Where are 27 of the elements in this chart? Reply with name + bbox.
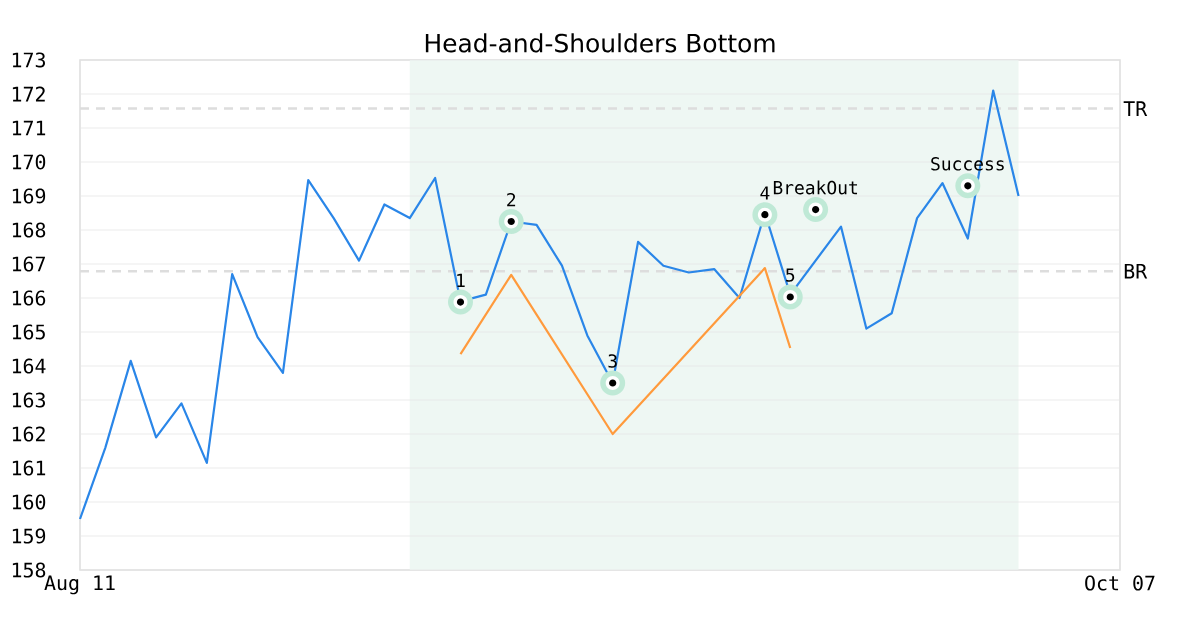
x-tick-label: Aug 11 — [44, 575, 115, 595]
annotation: 2 — [507, 192, 516, 207]
y-tick-label: 168 — [12, 222, 46, 238]
y-tick-label: 163 — [12, 392, 45, 408]
y-tick-label: 161 — [12, 460, 46, 476]
y-tick-label: 169 — [12, 188, 46, 204]
ref-line-label: TR — [1123, 101, 1148, 116]
y-tick-label: 164 — [12, 358, 46, 374]
annotation: 5 — [786, 268, 795, 282]
y-tick-label: 165 — [12, 324, 45, 340]
ref-line-label: BR — [1124, 263, 1148, 279]
y-tick-label: 173 — [12, 52, 45, 68]
annotation: 4 — [760, 186, 770, 200]
y-tick-label: 167 — [12, 256, 45, 272]
line-series — [78, 89, 1020, 521]
y-tick-label: 171 — [12, 120, 46, 136]
y-tick-label: 159 — [12, 528, 46, 544]
x-tick-label: Oct 07 — [1085, 575, 1155, 591]
y-tick-label: 158 — [12, 562, 46, 578]
annotation: 1 — [457, 273, 465, 287]
y-tick-label: 162 — [12, 426, 45, 442]
annotation: BreakOut — [773, 180, 858, 195]
y-tick-label: 160 — [12, 494, 46, 510]
y-tick-label: 172 — [12, 86, 45, 102]
chart-title: Head-and-Shoulders Bottom — [425, 33, 775, 53]
y-tick-label: 166 — [12, 290, 46, 306]
y-tick-label: 170 — [12, 154, 46, 170]
